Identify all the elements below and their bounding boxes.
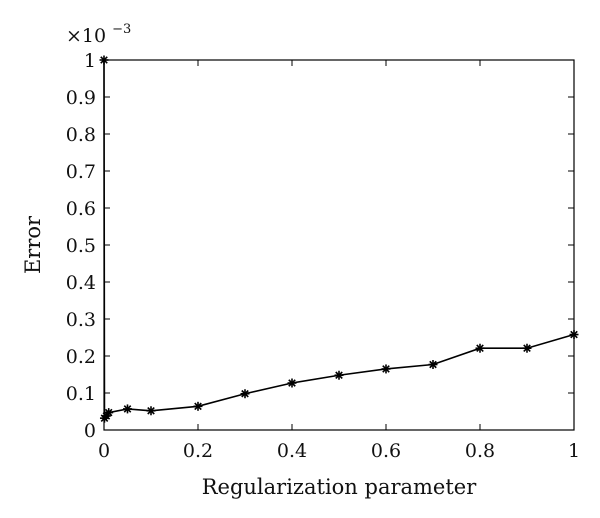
marker-stroke xyxy=(429,360,437,369)
data-point xyxy=(569,330,579,340)
data-point xyxy=(475,343,485,353)
marker-stroke xyxy=(476,344,484,353)
data-point xyxy=(193,401,203,411)
ticks: 0 0.2 0.4 0.6 0.8 1 0 0.1 0.2 0.3 0.4 0.5 0.6 0.7 0.8 0… xyxy=(66,50,580,462)
multiplier-base: ×10 xyxy=(66,25,106,47)
data-point xyxy=(123,404,132,414)
y-tick-label: 0.9 xyxy=(66,87,96,109)
marker-stroke xyxy=(123,405,132,413)
marker-stroke xyxy=(570,330,578,339)
data-point xyxy=(146,406,156,416)
series xyxy=(99,55,579,423)
data-point xyxy=(381,364,391,374)
y-tick-label: 0.3 xyxy=(66,309,96,331)
multiplier-exponent: −3 xyxy=(112,22,131,37)
data-point xyxy=(104,408,114,418)
x-tick-label: 0.8 xyxy=(465,440,495,462)
data-point xyxy=(522,343,532,353)
y-tick-label: 1 xyxy=(84,50,96,72)
data-point xyxy=(334,370,344,380)
data-point xyxy=(99,55,109,65)
marker-stroke xyxy=(335,371,343,380)
y-tick-label: 0.1 xyxy=(66,383,96,405)
data-point xyxy=(428,360,438,370)
marker-stroke xyxy=(288,379,296,387)
y-tick-label: 0.2 xyxy=(66,346,96,368)
y-tick-label: 0.5 xyxy=(66,235,96,257)
y-tick-label: 0.7 xyxy=(66,161,96,183)
y-axis-multiplier: ×10 −3 xyxy=(66,22,131,47)
marker-stroke xyxy=(147,406,155,415)
y-tick-label: 0 xyxy=(84,420,96,442)
data-point xyxy=(287,378,297,388)
x-tick-label: 0.4 xyxy=(277,440,307,462)
x-tick-label: 0 xyxy=(98,440,110,462)
marker-stroke xyxy=(104,408,113,417)
series-line xyxy=(103,59,575,421)
x-axis-label: Regularization parameter xyxy=(202,475,478,499)
marker-stroke xyxy=(523,344,531,353)
marker-stroke xyxy=(100,56,108,64)
data-point xyxy=(240,389,250,399)
x-tick-label: 1 xyxy=(568,440,580,462)
x-tick-label: 0.6 xyxy=(371,440,401,462)
marker-stroke xyxy=(241,389,249,398)
y-tick-label: 0.6 xyxy=(66,198,96,220)
marker-stroke xyxy=(194,402,202,411)
x-tick-label: 0.2 xyxy=(183,440,213,462)
y-tick-label: 0.4 xyxy=(66,272,96,294)
marker-stroke xyxy=(382,365,390,373)
y-axis-label: Error xyxy=(21,215,45,274)
y-tick-label: 0.8 xyxy=(66,124,96,146)
